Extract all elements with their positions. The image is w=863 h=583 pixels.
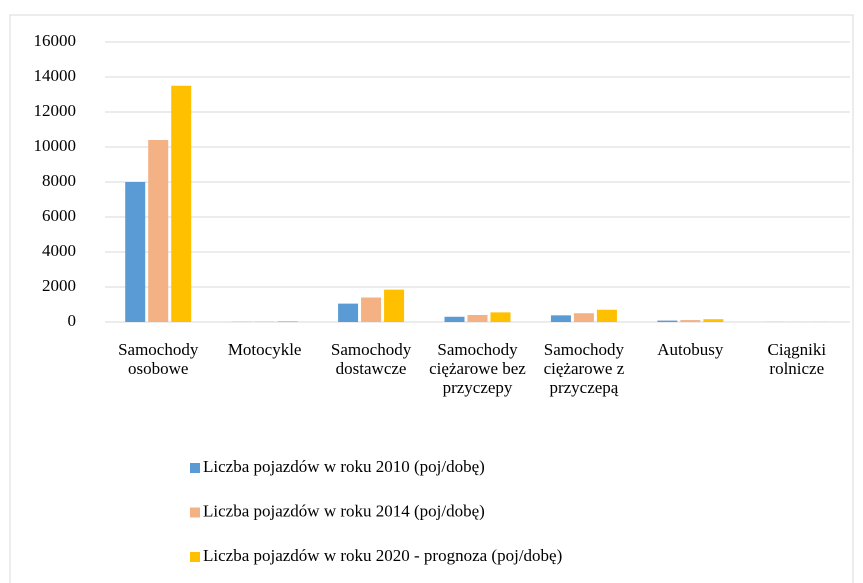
legend-swatch: [190, 463, 200, 473]
x-tick-label: Samochody osobowe: [118, 340, 199, 378]
y-tick-label: 8000: [42, 171, 76, 190]
x-tick-label: Ciągniki rolnicze: [767, 340, 827, 378]
x-tick-label: Autobusy: [657, 340, 724, 359]
y-tick-label: 2000: [42, 276, 76, 295]
x-tick-label: Samochody dostawcze: [330, 340, 412, 378]
y-tick-label: 10000: [34, 136, 77, 155]
bar: [657, 320, 678, 322]
bar: [384, 289, 405, 322]
chart-border: [9, 14, 854, 583]
legend-swatch: [190, 507, 200, 518]
bar: [703, 319, 724, 322]
legend-label: Liczba pojazdów w roku 2020 - prognoza (…: [203, 546, 562, 565]
bar: [277, 321, 298, 322]
legend-label: Liczba pojazdów w roku 2010 (poj/dobę): [203, 457, 485, 476]
bar: [338, 303, 359, 322]
bar: [490, 312, 511, 322]
legend-swatch: [190, 552, 200, 562]
y-tick-label: 6000: [42, 206, 76, 225]
x-tick-label: Samochody ciężarowe z przyczepą: [543, 340, 625, 397]
bar: [148, 140, 169, 322]
bar: [550, 315, 571, 322]
bar: [444, 316, 465, 322]
bar: [254, 321, 275, 322]
x-tick-label: Samochody ciężarowe bez przyczepy: [429, 340, 526, 397]
y-tick-label: 0: [68, 311, 77, 330]
y-tick-label: 12000: [34, 101, 77, 120]
x-tick-label: Motocykle: [227, 340, 302, 359]
bar: [361, 297, 382, 322]
bar: [573, 313, 594, 322]
y-tick-label: 16000: [34, 31, 77, 50]
bar: [680, 320, 701, 322]
legend-label: Liczba pojazdów w roku 2014 (poj/dobę): [203, 501, 485, 520]
bar: [596, 309, 617, 322]
y-tick-label: 4000: [42, 241, 76, 260]
bar: [125, 182, 146, 322]
bar: [171, 85, 192, 322]
bar: [467, 315, 488, 322]
y-tick-label: 14000: [34, 66, 77, 85]
